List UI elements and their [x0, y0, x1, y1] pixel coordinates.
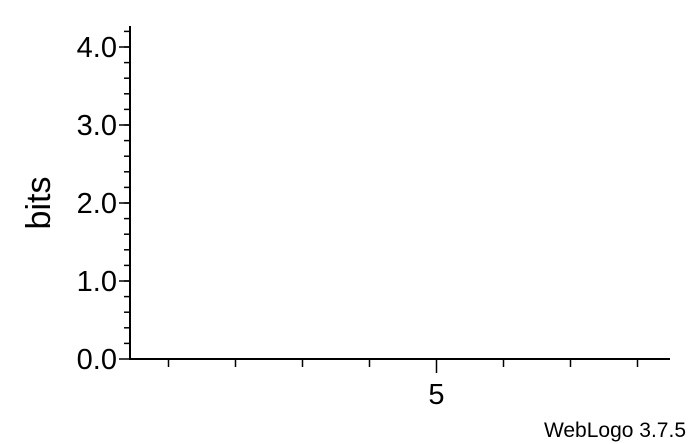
y-tick-label: 2.0	[77, 188, 117, 220]
y-axis-title: bits	[20, 177, 58, 230]
x-tick-label: 5	[428, 379, 444, 411]
axes-layer: 0.0 1.0 2.0 3.0 4.0 5	[77, 26, 670, 411]
y-tick-label: 4.0	[77, 32, 117, 64]
y-tick-label: 3.0	[77, 110, 117, 142]
weblogo-credit: WebLogo 3.7.5	[544, 419, 686, 442]
y-tick-label: 0.0	[77, 344, 117, 376]
y-tick-label: 1.0	[77, 266, 117, 298]
